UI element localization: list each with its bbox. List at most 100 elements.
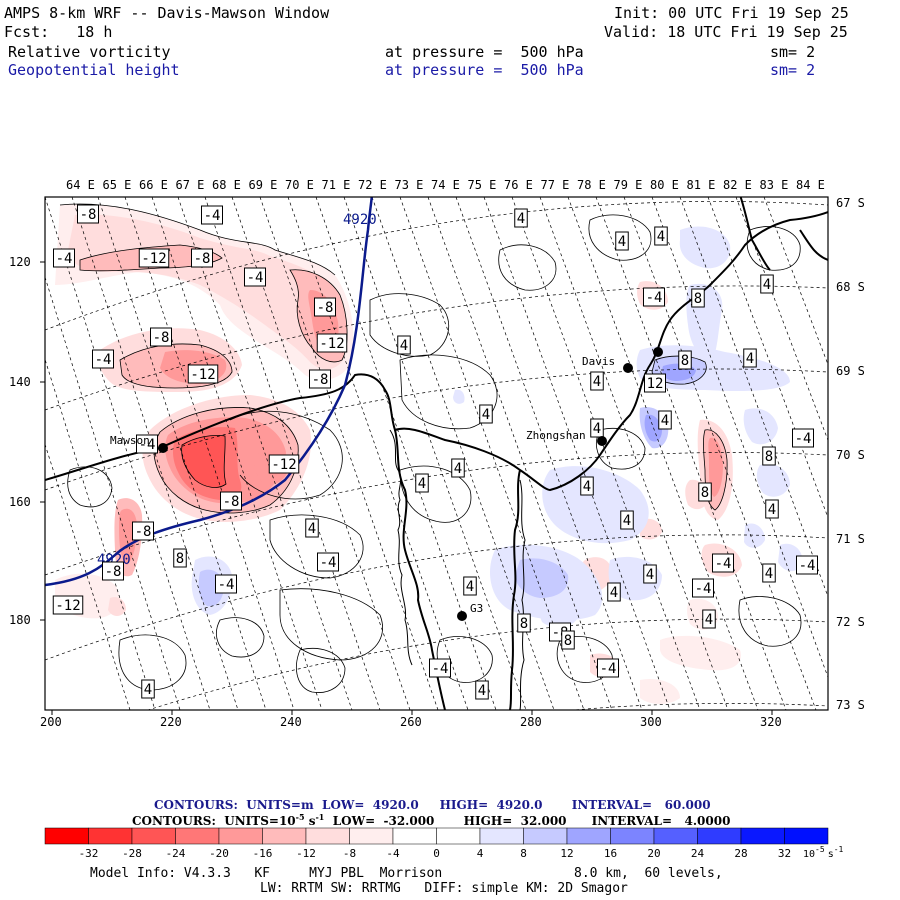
y-tick-label: 140 <box>9 375 31 389</box>
vorticity-label: 4 <box>451 458 465 478</box>
vorticity-label: 4 <box>765 499 779 519</box>
vorticity-label-text: 4 <box>661 413 669 429</box>
vorticity-label-text: -8 <box>223 494 240 510</box>
vorticity-label: -8 <box>309 369 331 389</box>
vorticity-label-text: 4 <box>418 476 426 492</box>
vorticity-label-text: -4 <box>799 558 816 574</box>
init-time: Init: 00 UTC Fri 19 Sep 25 <box>614 4 849 22</box>
vorticity-label: 4 <box>760 274 774 294</box>
vorticity-contour-units: CONTOURS: UNITS=10 <box>132 814 296 828</box>
station-label-davis: Davis <box>582 355 615 368</box>
colorbar-segment <box>740 827 785 845</box>
vorticity-label: 4 <box>762 563 776 583</box>
longitude-label: 67 E <box>176 178 205 192</box>
vorticity-units-exp: -5 <box>295 812 305 822</box>
longitude-label: 73 E <box>395 178 424 192</box>
colorbar-label: -32 <box>79 847 99 860</box>
x-tick-label: 200 <box>40 715 62 729</box>
vorticity-label-box <box>429 658 451 678</box>
colorbar-segment <box>175 827 220 845</box>
vorticity-label-text: -8 <box>312 372 329 388</box>
vorticity-label-text: 8 <box>520 616 528 632</box>
station-label-zhongshan: Zhongshan <box>526 429 586 442</box>
vorticity-label: 4 <box>141 679 155 699</box>
vorticity-label: 4 <box>415 473 429 493</box>
y-axis-ticks: 120 140 160 180 <box>9 255 45 627</box>
vorticity-label-text: -4 <box>646 290 663 306</box>
vorticity-label: -4 <box>92 349 114 369</box>
x-tick-label: 220 <box>160 715 182 729</box>
y-tick-label: 180 <box>9 613 31 627</box>
vorticity-label: 8 <box>678 350 692 370</box>
vorticity-label-box <box>698 482 712 502</box>
height-contour-info: CONTOURS: UNITS=m LOW= 4920.0 HIGH= 4920… <box>154 798 711 812</box>
vorticity-label-text: -8 <box>80 207 97 223</box>
vorticity-label-text: 4 <box>705 612 713 628</box>
vorticity-label: -4 <box>796 555 818 575</box>
height-contour-interval: INTERVAL= 60.000 <box>571 798 711 812</box>
vorticity-contour-high: HIGH= 32.000 <box>463 814 567 828</box>
vorticity-label-text: 4 <box>763 277 771 293</box>
height-contour-high: HIGH= 4920.0 <box>439 798 543 812</box>
colorbar-label: 4 <box>477 847 484 860</box>
vorticity-label: 4 <box>590 371 604 391</box>
vorticity-label: 8 <box>691 288 705 308</box>
colorbar-label: 16 <box>604 847 617 860</box>
colorbar-segment <box>784 827 829 845</box>
vorticity-label-box <box>658 410 672 430</box>
vorticity-label-box <box>620 510 634 530</box>
colorbar <box>44 827 829 845</box>
field2-name: Geopotential height <box>8 61 180 79</box>
vorticity-label-text: -8 <box>153 330 170 346</box>
vorticity-label: -4 <box>429 658 451 678</box>
vorticity-label-text: 4 <box>593 374 601 390</box>
longitude-labels: 64 E 65 E 66 E 67 E 68 E 69 E 70 E 71 E 72 E 73 E… <box>66 178 825 192</box>
vorticity-label: -12 <box>187 364 219 384</box>
vorticity-label-box <box>52 595 84 615</box>
colorbar-segment <box>697 827 742 845</box>
vorticity-label-box <box>792 428 814 448</box>
vorticity-label: -12 <box>138 248 170 268</box>
longitude-label: 76 E <box>504 178 533 192</box>
vorticity-label-box <box>463 576 477 596</box>
y-tick-label: 120 <box>9 255 31 269</box>
vorticity-label-box <box>451 458 465 478</box>
vorticity-label-box <box>597 658 619 678</box>
vorticity-label-box <box>678 350 692 370</box>
vorticity-label-text: 4 <box>144 682 152 698</box>
colorbar-label: 32 <box>778 847 791 860</box>
vorticity-labels: -8 -4-4 -12 -8-4-8-12-8-4-12-8-4-12-8-8-8-1… <box>52 204 818 700</box>
field1-smoothing: sm= 2 <box>770 43 816 61</box>
vorticity-label-text: -4 <box>139 437 156 453</box>
vorticity-label-box <box>479 404 493 424</box>
longitude-label: 71 E <box>322 178 351 192</box>
latitude-label: 69 S <box>836 364 865 378</box>
vorticity-label-text: 8 <box>176 551 184 567</box>
vorticity-label-text: -8 <box>135 524 152 540</box>
vorticity-label-box <box>475 680 489 700</box>
longitude-label: 64 E <box>66 178 95 192</box>
colorbar-segment <box>131 827 176 845</box>
vorticity-label-box <box>220 491 242 511</box>
colorbar-label: -4 <box>386 847 400 860</box>
vorticity-label-box <box>141 679 155 699</box>
station-markers: Mawson Davis Zhongshan G3 <box>110 347 663 621</box>
vorticity-label: 4 <box>620 510 634 530</box>
vorticity-label: 8 <box>698 482 712 502</box>
colorbar-label: -28 <box>122 847 142 860</box>
longitude-label: 72 E <box>358 178 387 192</box>
vorticity-label-text: -4 <box>320 555 337 571</box>
vorticity-label: -8 <box>132 521 154 541</box>
longitude-label: 79 E <box>614 178 643 192</box>
vorticity-label: -4 <box>792 428 814 448</box>
longitude-label: 69 E <box>249 178 278 192</box>
vorticity-label-box <box>590 418 604 438</box>
vorticity-label-box <box>309 369 331 389</box>
colorbar-segment <box>88 827 133 845</box>
longitude-label: 83 E <box>760 178 789 192</box>
chart-title: AMPS 8-km WRF -- Davis-Mawson Window <box>4 4 330 22</box>
colorbar-segment <box>610 827 655 845</box>
model-physics: LW: RRTM SW: RRTMG DIFF: simple KM: 2D S… <box>260 881 628 896</box>
vorticity-label-box <box>53 248 75 268</box>
vorticity-label-text: 4 <box>746 351 754 367</box>
